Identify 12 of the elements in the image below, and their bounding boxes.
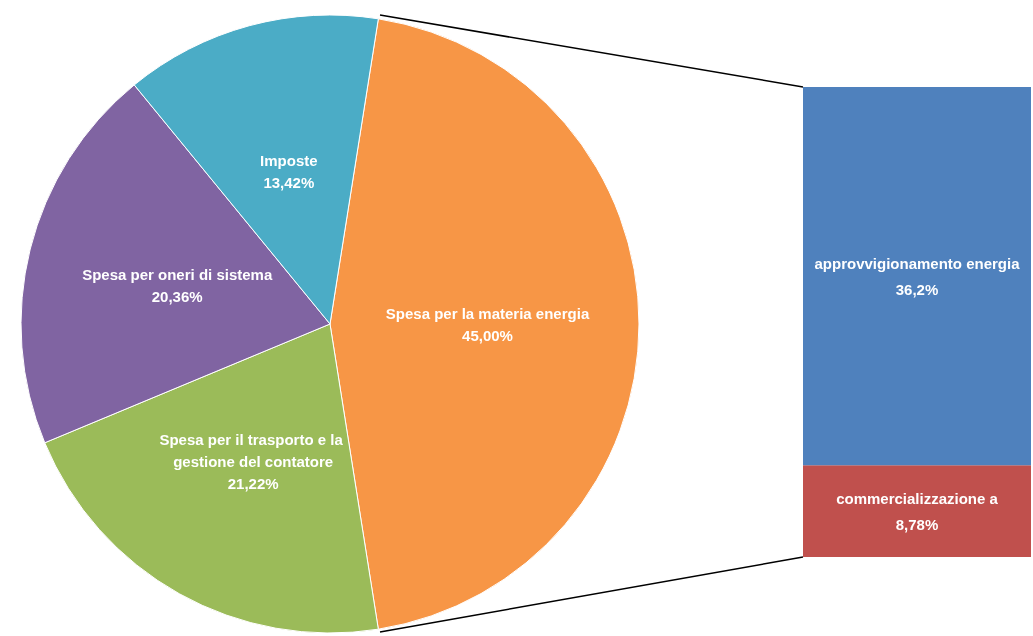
slice-label: Imposte: [260, 152, 318, 170]
data-label: 21,22%: [227, 474, 279, 492]
slice-label: Spesa per la materia energia: [385, 304, 590, 322]
data-label: 20,36%: [151, 288, 203, 306]
data-label: 45,00%: [462, 326, 513, 344]
data-label: 36,2%: [895, 280, 939, 298]
data-label: 13,42%: [263, 174, 315, 192]
series-label: approvvigionamento energia: [814, 254, 1021, 272]
series-label: commercializzazione a: [836, 489, 999, 507]
slice-label: Spesa per oneri di sistema: [82, 266, 273, 284]
data-label: 8,78%: [895, 515, 939, 533]
slice-label: Spesa per il trasporto e la gestione del contatore: [159, 430, 347, 470]
